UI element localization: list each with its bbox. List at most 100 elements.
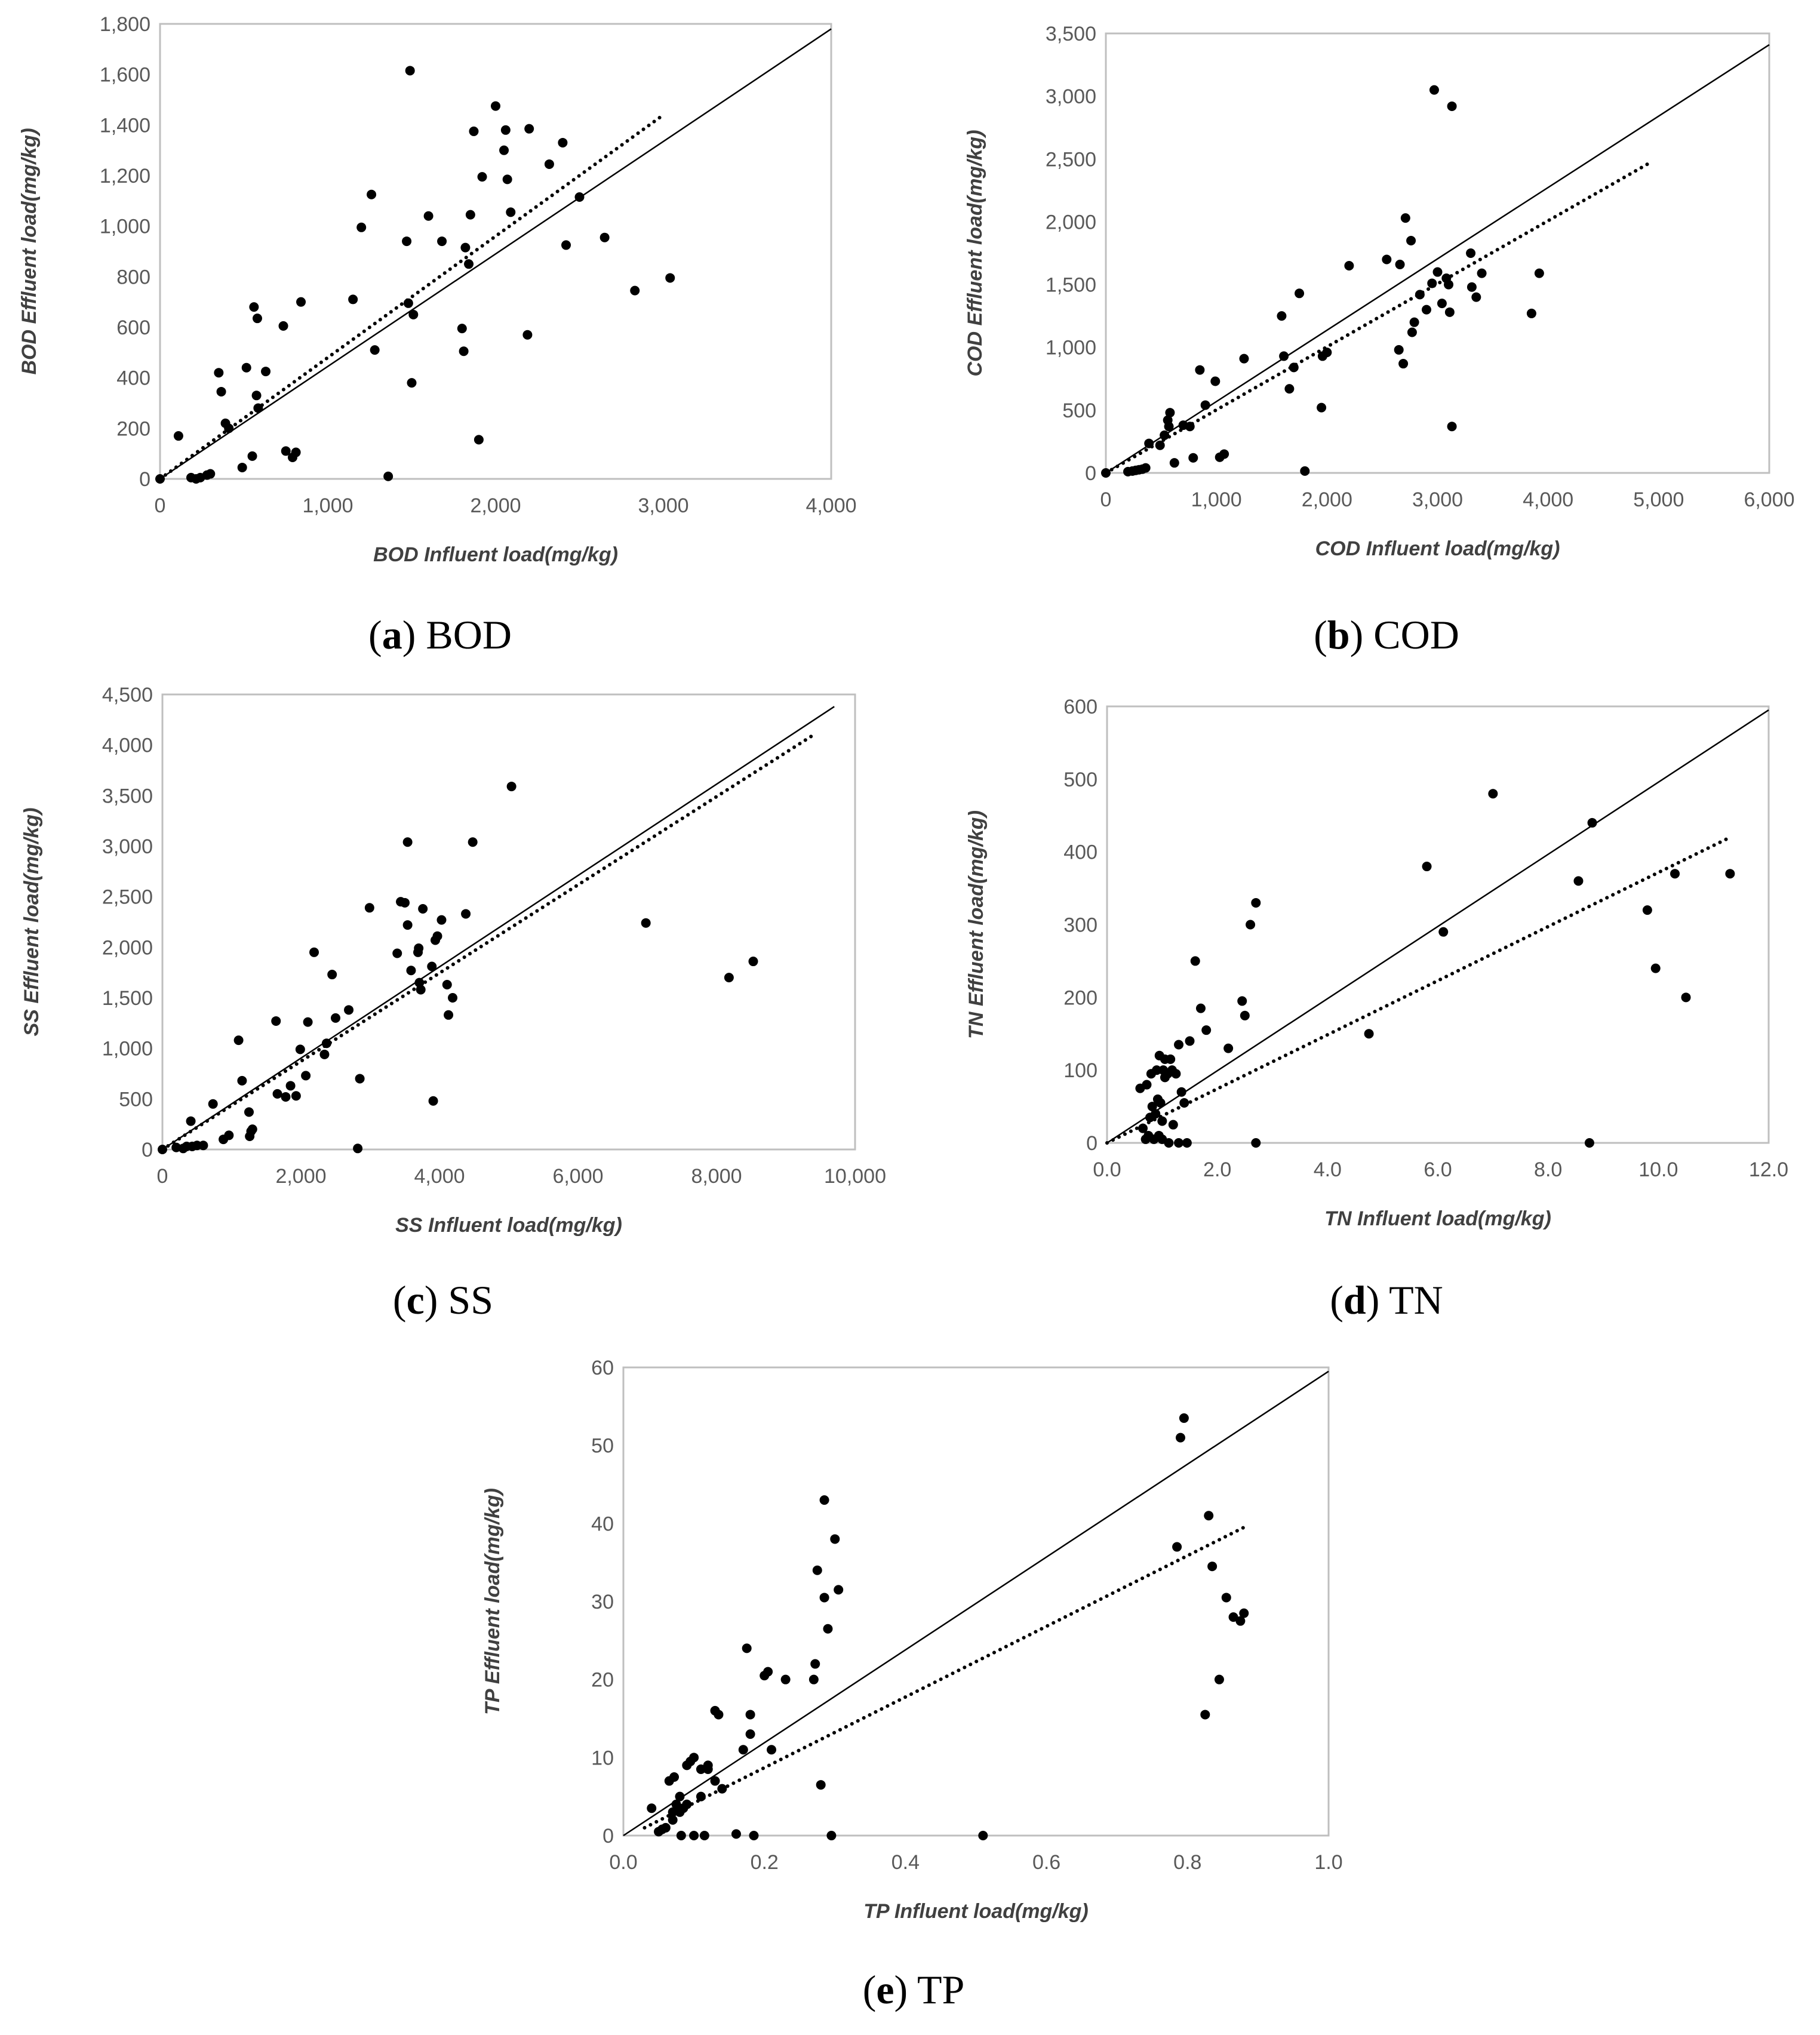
data-point: [574, 192, 585, 202]
data-point: [1164, 422, 1174, 432]
data-point: [522, 330, 533, 340]
data-point: [237, 462, 247, 472]
data-point: [724, 973, 734, 983]
x-tick-label: 2,000: [470, 494, 521, 517]
data-point: [402, 236, 412, 247]
data-point: [731, 1829, 741, 1839]
y-tick-label: 500: [1063, 768, 1097, 791]
data-point: [244, 1107, 254, 1117]
y-tick-label: 300: [1063, 914, 1097, 937]
x-tick-label: 1.0: [1314, 1851, 1342, 1874]
data-point: [561, 240, 571, 250]
y-tick-label: 1,600: [100, 64, 150, 87]
data-point: [281, 446, 291, 456]
caption-text: BOD: [426, 612, 512, 657]
data-point: [1394, 345, 1404, 355]
data-point: [367, 189, 377, 199]
y-axis-title: BOD Effluent load(mg/kg): [18, 128, 41, 374]
x-tick-label: 4,000: [806, 494, 856, 517]
y-tick-label: 2,000: [102, 936, 153, 959]
y-axis-title: COD Effluent load(mg/kg): [964, 130, 986, 376]
data-point: [402, 920, 413, 930]
chart-panel-c: 0 500 1,000 1,500 2,000 2,500 3,000 3,500 4,000 4…: [20, 684, 886, 1323]
data-point: [247, 1124, 257, 1135]
x-tick-label: 0.0: [609, 1851, 637, 1874]
data-point: [1200, 1710, 1210, 1720]
data-point: [714, 1710, 724, 1720]
data-point: [669, 1772, 680, 1782]
data-point: [1642, 905, 1652, 915]
data-point: [1415, 290, 1425, 300]
panel-caption: (c) SS: [393, 1277, 493, 1323]
data-point: [224, 1130, 234, 1141]
data-point: [1427, 278, 1437, 288]
chart-panel-d: 0 100 200 300 400 500 600 0.0 2.0 4.0 6.0 8.0 10.0 12…: [965, 696, 1788, 1323]
data-point: [383, 471, 393, 481]
data-point: [1140, 463, 1151, 473]
data-point: [1364, 1029, 1374, 1039]
plot-frame: [161, 693, 856, 1151]
data-point: [834, 1585, 844, 1595]
data-point: [1210, 376, 1220, 386]
x-tick-label: 4,000: [414, 1165, 465, 1188]
data-point: [660, 1822, 671, 1833]
x-tick-label: 0.4: [891, 1851, 920, 1874]
y-axis-title: TN Effluent load(mg/kg): [965, 810, 988, 1039]
data-point: [224, 423, 234, 434]
x-tick-label: 6,000: [1744, 488, 1794, 511]
y-tick-label: 3,000: [1046, 85, 1096, 108]
x-tick-label: 3,000: [1412, 488, 1463, 511]
plot-frame: [159, 23, 832, 480]
x-tick-label: 8,000: [691, 1165, 742, 1188]
y-tick-label: 3,500: [1046, 23, 1096, 45]
data-point: [1200, 400, 1210, 410]
data-point: [1151, 1109, 1161, 1119]
caption-text: COD: [1373, 612, 1459, 657]
data-point: [1175, 1433, 1185, 1443]
data-point: [1289, 362, 1299, 373]
trend-line: [158, 113, 665, 481]
data-point: [696, 1791, 706, 1802]
data-point: [208, 1099, 218, 1109]
data-point: [1284, 384, 1295, 394]
data-point: [1171, 1069, 1181, 1079]
data-point: [1195, 365, 1205, 375]
data-point: [271, 1016, 281, 1026]
data-point: [826, 1831, 837, 1840]
y-tick-label: 30: [591, 1591, 614, 1613]
data-point: [291, 1091, 301, 1101]
data-point: [1409, 317, 1419, 327]
data-point: [448, 993, 458, 1003]
data-point: [1214, 1674, 1224, 1684]
y-tick-label: 20: [591, 1669, 614, 1692]
data-point: [665, 273, 675, 283]
x-tick-label: 0.8: [1173, 1851, 1201, 1874]
data-point: [544, 159, 554, 169]
data-point: [710, 1776, 720, 1786]
data-point: [1221, 1593, 1231, 1603]
y-tick-label: 40: [591, 1513, 614, 1535]
y-tick-label: 2,000: [1046, 211, 1096, 233]
data-point: [748, 957, 758, 967]
data-point: [155, 474, 165, 484]
data-point: [1207, 1561, 1218, 1572]
data-point: [414, 943, 424, 954]
x-tick-label: 0: [155, 494, 166, 517]
data-point: [491, 101, 500, 111]
data-point: [416, 985, 426, 995]
data-point: [241, 362, 251, 373]
data-point: [1164, 1138, 1174, 1148]
data-point: [1437, 299, 1447, 309]
trend-line: [1105, 835, 1732, 1145]
data-point: [558, 137, 568, 147]
x-tick-label: 4.0: [1314, 1158, 1342, 1181]
data-point: [1219, 449, 1229, 459]
x-tick-label: 8.0: [1534, 1158, 1562, 1181]
data-point: [1725, 869, 1735, 879]
data-point: [158, 1145, 167, 1154]
data-point: [1165, 408, 1175, 418]
y-tick-label: 0: [142, 1139, 153, 1161]
x-axis-title: COD Influent load(mg/kg): [1315, 537, 1560, 560]
data-point: [1246, 920, 1256, 930]
data-point: [823, 1624, 833, 1634]
